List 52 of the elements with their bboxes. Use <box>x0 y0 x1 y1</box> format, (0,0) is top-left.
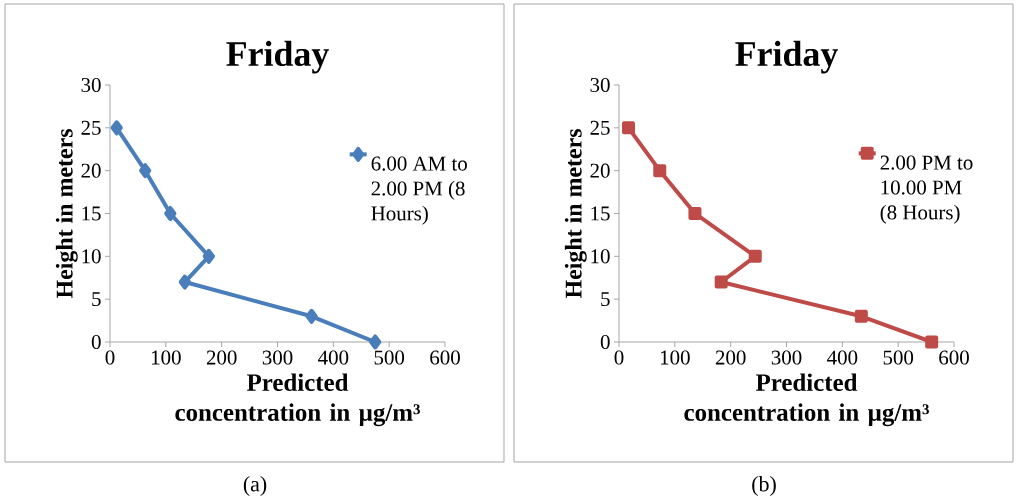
point <box>369 334 382 350</box>
point <box>714 275 728 289</box>
point <box>202 248 215 264</box>
y-tick-label: 10 <box>591 249 610 264</box>
legend-label: 2.00 PM to 10.00 PM (8 Hours) <box>880 155 973 224</box>
y-tick-label: 20 <box>590 163 610 178</box>
y-tick-label: 10 <box>82 249 101 264</box>
x-tick-label: 100 <box>661 350 690 365</box>
point <box>653 164 667 178</box>
chart-title: Friday <box>226 40 329 74</box>
x-tick-label: 200 <box>206 350 237 365</box>
point <box>139 163 152 179</box>
x-tick-label: 200 <box>715 350 746 365</box>
x-axis-title: Predicted concentration in µg/m³ <box>175 373 420 427</box>
point <box>305 308 318 324</box>
x-tick-label: 400 <box>318 350 349 365</box>
y-tick-label: 0 <box>91 334 101 350</box>
point <box>622 121 635 135</box>
y-tick-label: 30 <box>590 77 610 93</box>
y-axis-title: Height in meters <box>55 129 78 299</box>
point <box>748 249 762 263</box>
y-axis-title: Height in meters <box>564 129 587 299</box>
x-axis-title: Predicted concentration in µg/m³ <box>684 373 929 427</box>
y-tick-label: 25 <box>590 120 610 135</box>
point <box>925 335 939 349</box>
text: (a) <box>243 476 267 496</box>
text: (b) <box>752 476 776 496</box>
x-tick-label: 100 <box>151 350 181 365</box>
point <box>178 274 191 290</box>
x-tick-label: 300 <box>771 350 802 365</box>
x-tick-label: 300 <box>262 350 293 365</box>
y-tick-label: 15 <box>82 206 101 221</box>
point <box>688 206 702 220</box>
x-tick-label: 500 <box>883 350 914 365</box>
x-tick-label: 0 <box>105 350 115 365</box>
x-tick-label: 500 <box>374 350 405 365</box>
y-tick-label: 0 <box>600 334 610 350</box>
y-tick-label: 5 <box>92 292 101 307</box>
point <box>110 120 123 136</box>
y-tick-label: 15 <box>591 206 610 221</box>
chart-title: Friday <box>735 40 838 74</box>
x-tick-label: 400 <box>827 350 858 365</box>
x-tick-label: 600 <box>430 350 460 365</box>
y-tick-label: 25 <box>81 120 101 135</box>
y-tick-label: 20 <box>81 163 101 178</box>
point <box>164 205 177 221</box>
y-tick-label: 5 <box>601 292 610 307</box>
point <box>854 309 868 323</box>
legend-label: 6.00 AM to 2.00 PM (8 Hours) <box>371 156 467 225</box>
y-tick-label: 30 <box>81 77 101 93</box>
x-tick-label: 0 <box>614 350 624 365</box>
x-tick-label: 600 <box>939 350 969 365</box>
